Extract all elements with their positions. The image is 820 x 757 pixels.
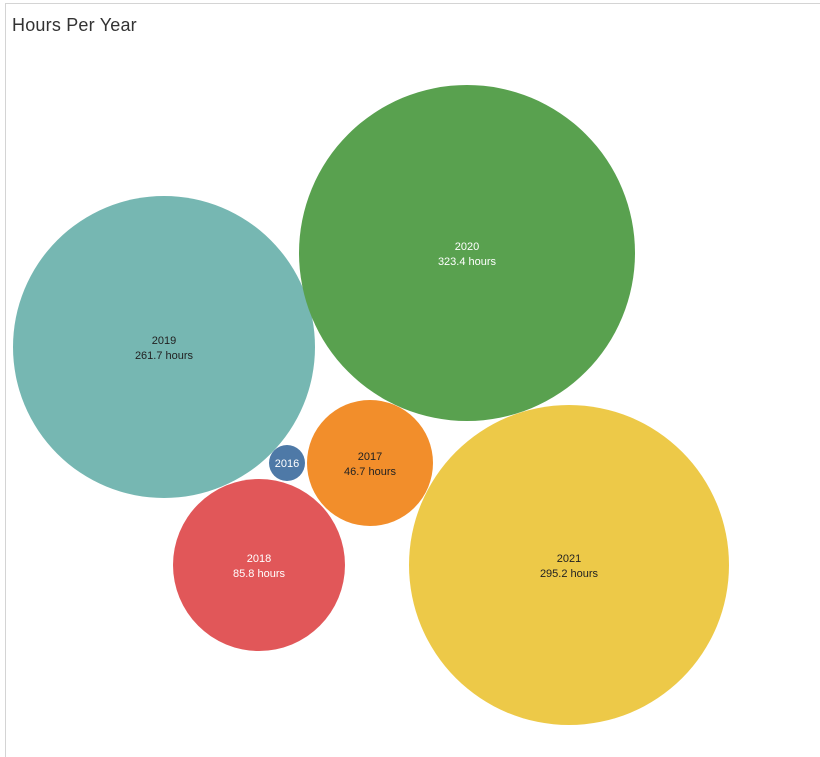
bubble-category-label-2021: 2021 xyxy=(557,553,581,565)
chart-frame xyxy=(5,3,820,757)
chart-title: Hours Per Year xyxy=(12,15,137,35)
bubble-circle-2017[interactable] xyxy=(307,400,433,526)
bubble-value-label-2021: 295.2 hours xyxy=(540,568,599,580)
bubble-category-label-2016: 2016 xyxy=(275,458,299,470)
bubble-category-label-2018: 2018 xyxy=(247,553,271,565)
bubble-circle-2018[interactable] xyxy=(173,479,345,651)
bubble-2018[interactable]: 2018 85.8 hours xyxy=(173,479,345,651)
bubble-2016[interactable]: 2016 xyxy=(269,445,305,481)
bubble-circle-2021[interactable] xyxy=(409,405,729,725)
bubble-2019[interactable]: 2019 261.7 hours xyxy=(13,196,315,498)
bubble-value-label-2018: 85.8 hours xyxy=(233,568,285,580)
bubble-category-label-2017: 2017 xyxy=(358,451,382,463)
bubble-2017[interactable]: 2017 46.7 hours xyxy=(307,400,433,526)
bubble-value-label-2017: 46.7 hours xyxy=(344,466,396,478)
bubble-value-label-2020: 323.4 hours xyxy=(438,256,497,268)
bubble-2020[interactable]: 2020 323.4 hours xyxy=(299,85,635,421)
bubble-circle-2019[interactable] xyxy=(13,196,315,498)
bubble-2021[interactable]: 2021 295.2 hours xyxy=(409,405,729,725)
bubble-circle-2020[interactable] xyxy=(299,85,635,421)
bubble-circle-2016[interactable] xyxy=(269,445,305,481)
bubble-value-label-2019: 261.7 hours xyxy=(135,350,194,362)
bubble-category-label-2020: 2020 xyxy=(455,241,479,253)
bubble-category-label-2019: 2019 xyxy=(152,335,176,347)
